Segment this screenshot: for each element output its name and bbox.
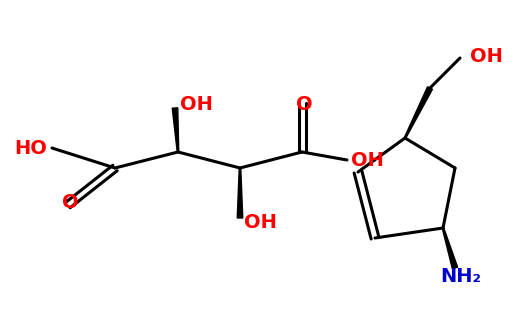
Polygon shape bbox=[442, 228, 458, 269]
Text: OH: OH bbox=[180, 95, 213, 114]
Text: O: O bbox=[296, 95, 312, 115]
Text: OH: OH bbox=[470, 47, 503, 65]
Polygon shape bbox=[404, 87, 432, 138]
Polygon shape bbox=[237, 168, 243, 218]
Text: O: O bbox=[62, 193, 78, 213]
Text: NH₂: NH₂ bbox=[441, 266, 482, 285]
Text: HO: HO bbox=[14, 138, 47, 157]
Text: OH: OH bbox=[244, 213, 277, 232]
Text: OH: OH bbox=[351, 151, 384, 170]
Polygon shape bbox=[172, 108, 179, 152]
